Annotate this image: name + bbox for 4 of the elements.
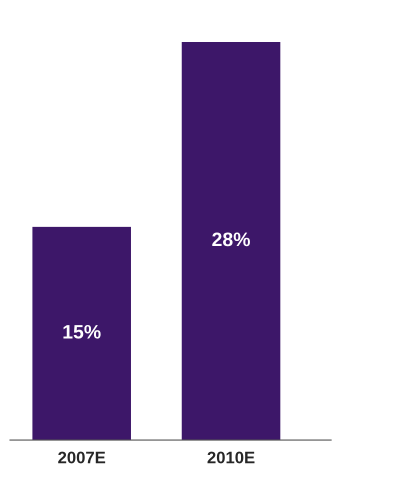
data-label: 15% bbox=[63, 324, 101, 339]
x-tick-label: 2010E bbox=[208, 452, 254, 464]
data-label: 28% bbox=[212, 232, 250, 246]
x-tick-label: 2007E bbox=[58, 452, 106, 464]
